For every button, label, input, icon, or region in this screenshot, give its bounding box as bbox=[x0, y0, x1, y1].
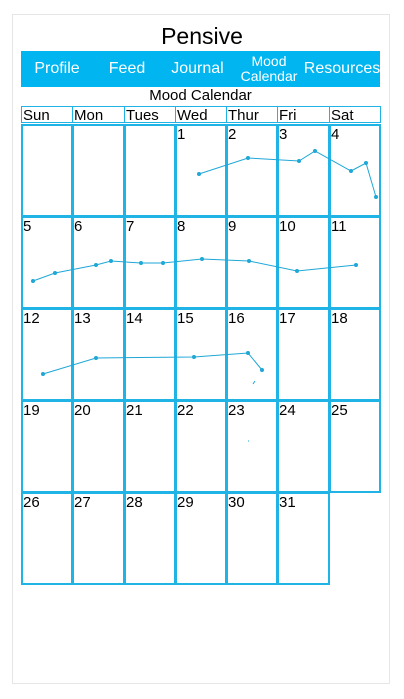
nav-profile[interactable]: Profile bbox=[34, 60, 80, 77]
nav-resources[interactable]: Resources bbox=[303, 60, 381, 77]
app-title: Pensive bbox=[161, 23, 243, 49]
nav-bar: Profile Feed Journal Mood Calendar Resou… bbox=[21, 51, 380, 87]
nav-journal[interactable]: Journal bbox=[171, 60, 224, 77]
nav-mood-calendar[interactable]: Mood Calendar bbox=[240, 53, 298, 84]
calendar-title: Mood Calendar bbox=[149, 87, 252, 104]
app-frame bbox=[12, 14, 390, 684]
nav-feed[interactable]: Feed bbox=[108, 60, 146, 77]
